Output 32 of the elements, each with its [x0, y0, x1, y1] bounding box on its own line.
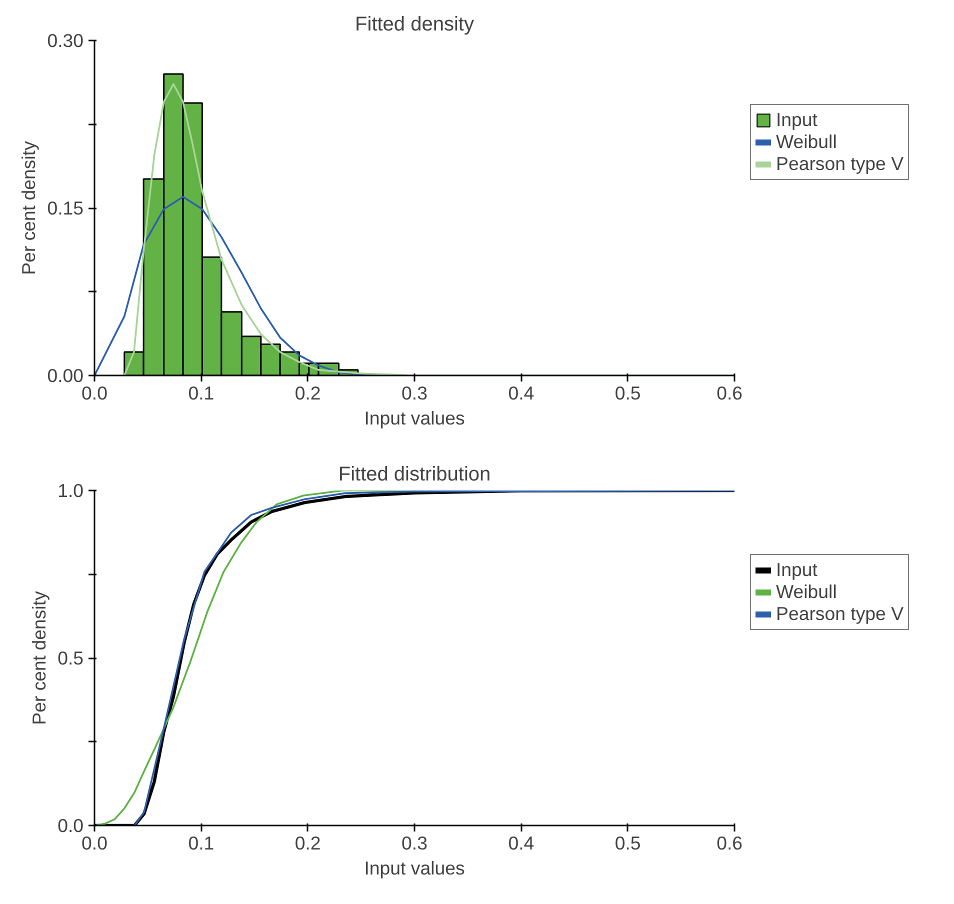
- x-axis-title: Input values: [364, 408, 465, 428]
- legend-label: Input: [776, 109, 818, 131]
- y-tick-label: 0.5: [58, 648, 84, 668]
- x-tick-label: 0.0: [82, 832, 108, 854]
- x-tick-label: 0.5: [614, 832, 641, 854]
- legend-label: Pearson type V: [776, 153, 904, 175]
- x-tick-label: 0.5: [614, 382, 641, 404]
- x-tick-label: 0.2: [294, 832, 321, 854]
- chart-title: Fitted distribution: [338, 464, 491, 486]
- chart-title: Fitted density: [355, 14, 474, 36]
- y-tick-label: 0.0: [58, 815, 84, 836]
- legend-label: Input: [776, 559, 818, 581]
- x-tick-label: 0.2: [294, 382, 321, 404]
- x-tick-label: 0.0: [82, 382, 108, 404]
- x-tick-label: 0.6: [716, 382, 743, 404]
- x-tick-label: 0.3: [402, 382, 428, 404]
- legend-label: Pearson type V: [776, 603, 904, 625]
- y-axis-title: Per cent density: [28, 590, 50, 725]
- y-axis-title: Per cent density: [18, 140, 40, 275]
- x-tick-label: 0.4: [508, 382, 534, 404]
- x-tick-label: 0.3: [402, 832, 428, 854]
- y-tick-label: 0.00: [47, 365, 84, 386]
- legend-label: Weibull: [776, 581, 837, 603]
- y-tick-label: 0.30: [47, 30, 84, 51]
- x-tick-label: 0.6: [716, 832, 743, 854]
- x-tick-label: 0.1: [188, 382, 214, 404]
- y-tick-label: 0.15: [47, 198, 84, 218]
- x-tick-label: 0.1: [188, 832, 214, 854]
- x-tick-label: 0.4: [508, 832, 534, 854]
- x-axis-title: Input values: [364, 858, 465, 878]
- legend-label: Weibull: [776, 131, 837, 153]
- y-tick-label: 1.0: [58, 480, 84, 501]
